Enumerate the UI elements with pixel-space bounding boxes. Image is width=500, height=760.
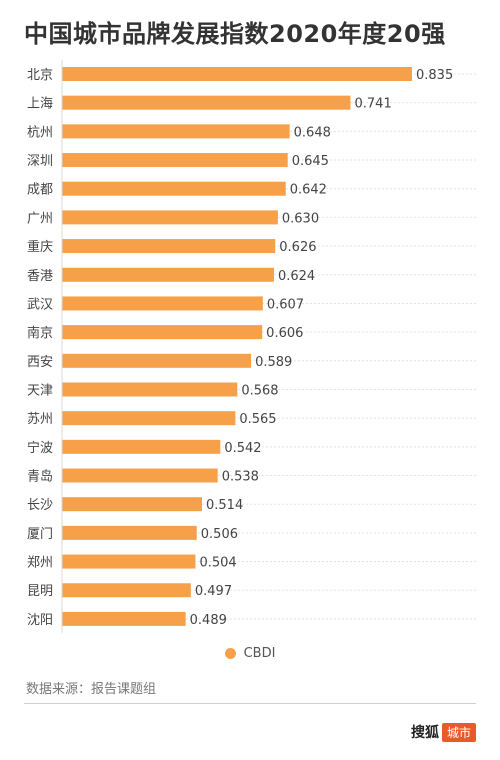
value-label: 0.589 [255, 355, 292, 370]
brand-name: 搜狐 [410, 725, 439, 741]
value-label: 0.514 [206, 498, 243, 513]
bar [62, 439, 221, 454]
bar [62, 497, 202, 512]
value-label: 0.648 [294, 125, 331, 140]
chart-title: 中国城市品牌发展指数2020年度20强 [24, 20, 446, 48]
value-label: 0.624 [278, 269, 315, 284]
divider [24, 703, 476, 704]
value-label: 0.606 [266, 326, 303, 341]
category-label: 昆明 [27, 584, 53, 599]
bar [62, 210, 278, 225]
bar-chart: 北京 0.835 上海 0.741 杭州 0.648 深圳 0.645 成都 0.642 广州 0.6… [27, 60, 476, 633]
source-note: 数据来源：报告课题组 [26, 682, 157, 697]
legend-marker [224, 648, 236, 659]
bar [62, 67, 412, 81]
category-label: 宁波 [27, 440, 53, 456]
value-label: 0.645 [292, 154, 329, 169]
category-label: 青岛 [27, 469, 53, 485]
value-label: 0.497 [195, 584, 232, 599]
bar [62, 611, 186, 626]
category-label: 天津 [27, 383, 53, 398]
category-label: 香港 [27, 269, 53, 284]
bar [62, 153, 288, 168]
brand-badge: 城市 [441, 722, 476, 742]
bar [62, 296, 263, 311]
category-label: 长沙 [27, 498, 53, 513]
legend: CBDI [0, 646, 500, 661]
value-label: 0.506 [201, 527, 238, 542]
category-label: 武汉 [27, 297, 53, 312]
bar [62, 267, 274, 282]
value-label: 0.542 [224, 441, 261, 456]
value-label: 0.504 [199, 556, 236, 571]
value-label: 0.741 [355, 97, 392, 112]
bar [62, 411, 236, 426]
bar [62, 325, 263, 340]
category-label: 西安 [27, 355, 53, 370]
bar [62, 95, 351, 110]
bar [62, 181, 286, 196]
value-label: 0.607 [267, 297, 304, 312]
category-label: 郑州 [27, 556, 53, 571]
category-label: 杭州 [27, 125, 53, 140]
legend-label: CBDI [243, 646, 276, 661]
bar [62, 124, 290, 139]
bar [62, 239, 276, 254]
bar [62, 525, 197, 540]
category-label: 沈阳 [27, 613, 53, 628]
category-label: 北京 [27, 68, 53, 83]
bar [62, 382, 238, 397]
value-label: 0.568 [241, 383, 278, 398]
category-label: 上海 [27, 97, 53, 112]
category-label: 重庆 [27, 239, 53, 255]
value-label: 0.835 [416, 68, 453, 83]
category-label: 苏州 [27, 411, 53, 427]
category-label: 深圳 [27, 154, 53, 169]
bar [62, 554, 196, 569]
value-label: 0.626 [279, 240, 316, 255]
value-label: 0.642 [290, 183, 327, 198]
category-label: 厦门 [27, 527, 53, 542]
category-label: 成都 [27, 183, 53, 198]
value-label: 0.538 [222, 470, 259, 485]
bar [62, 353, 252, 368]
value-label: 0.630 [282, 211, 319, 226]
bar [62, 468, 218, 483]
value-label: 0.489 [190, 613, 227, 628]
category-label: 南京 [27, 325, 53, 341]
value-label: 0.565 [239, 412, 276, 427]
brand-logo: 搜狐 城市 [411, 722, 476, 742]
bar [62, 583, 191, 598]
category-label: 广州 [27, 211, 53, 226]
